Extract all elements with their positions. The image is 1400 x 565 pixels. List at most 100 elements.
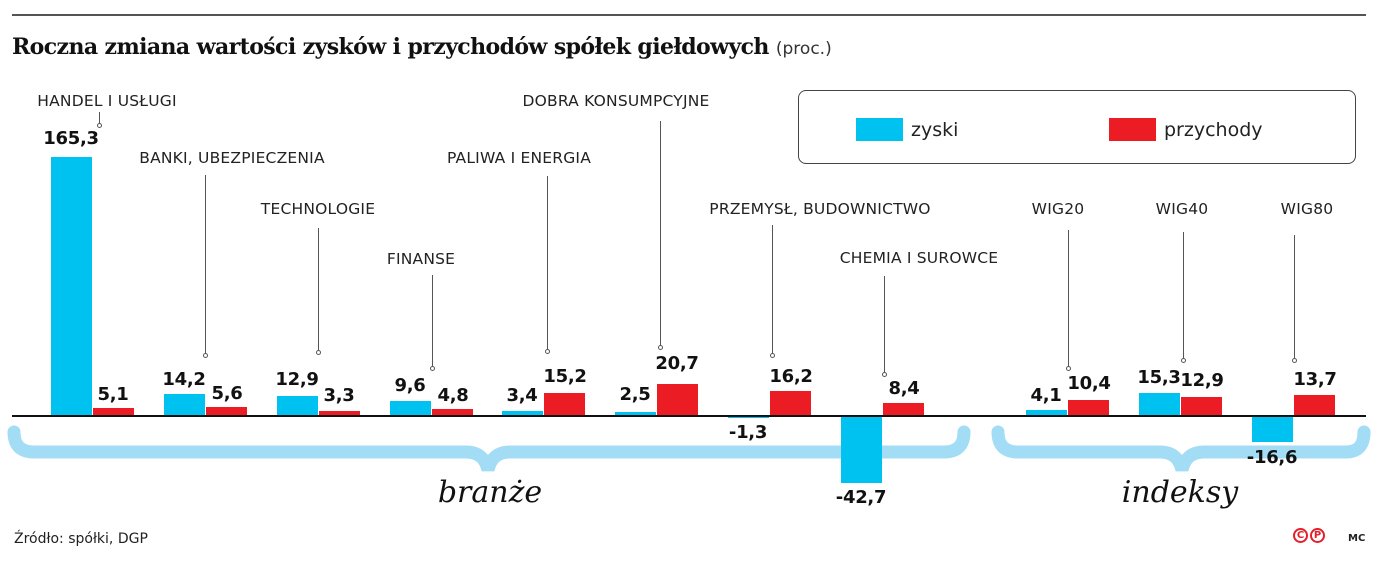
- value-chemia-zyski: -42,7: [835, 487, 887, 508]
- brace-indeksy: [991, 425, 1371, 472]
- category-label-chemia: CHEMIA I SUROWCE: [839, 249, 999, 267]
- bar-wig20-zyski: [1026, 410, 1067, 416]
- legend-swatch-przychody: [1109, 118, 1156, 141]
- leader-dot-handel: [97, 123, 102, 128]
- copyright-badges: C P: [1293, 528, 1325, 543]
- value-wig80-przychody: 13,7: [1293, 369, 1337, 390]
- bar-finanse-zyski: [390, 401, 431, 416]
- leader-dot-wig40: [1181, 358, 1186, 363]
- leader-line-chemia: [884, 276, 885, 372]
- leader-line-wig20: [1068, 230, 1069, 366]
- leader-line-tech: [318, 228, 319, 350]
- value-handel-zyski: 165,3: [43, 128, 99, 149]
- top-rule: [12, 14, 1366, 16]
- bar-paliwa-przychody: [544, 393, 585, 416]
- legend: zyski przychody: [798, 90, 1356, 164]
- category-label-paliwa: PALIWA I ENERGIA: [446, 149, 592, 167]
- leader-dot-banki: [203, 353, 208, 358]
- bar-przemysl-przychody: [770, 391, 811, 416]
- legend-label-przychody: przychody: [1164, 118, 1263, 141]
- value-wig40-przychody: 12,9: [1180, 370, 1224, 391]
- copyright-c-icon: C: [1293, 528, 1308, 543]
- bar-wig20-przychody: [1068, 400, 1109, 416]
- bar-handel-przychody: [93, 408, 134, 416]
- bar-przemysl-zyski: [728, 416, 769, 418]
- leader-dot-wig80: [1292, 358, 1297, 363]
- zero-axis-line: [12, 415, 1366, 417]
- bar-banki-przychody: [206, 407, 247, 416]
- category-label-wig80: WIG80: [1280, 200, 1334, 218]
- leader-line-wig80: [1294, 235, 1295, 358]
- bar-handel-zyski: [51, 157, 92, 416]
- copyright-p-icon: P: [1310, 528, 1325, 543]
- bar-dobra-przychody: [657, 384, 698, 416]
- bar-wig40-zyski: [1139, 393, 1180, 416]
- value-finanse-przychody: 4,8: [437, 385, 469, 406]
- value-wig80-zyski: -16,6: [1246, 447, 1298, 468]
- title-unit: (proc.): [775, 39, 832, 59]
- category-label-przemysl: PRZEMYSŁ, BUDOWNICTWO: [709, 200, 931, 218]
- value-paliwa-przychody: 15,2: [543, 366, 587, 387]
- title-text: Roczna zmiana wartości zysków i przychod…: [12, 34, 769, 60]
- author-initials: MC: [1348, 533, 1366, 544]
- bar-chemia-zyski: [841, 416, 882, 483]
- bar-paliwa-zyski: [502, 411, 543, 416]
- leader-dot-finanse: [430, 366, 435, 371]
- leader-dot-przemysl: [770, 353, 775, 358]
- bar-wig40-przychody: [1181, 397, 1222, 416]
- legend-label-zyski: zyski: [911, 118, 959, 141]
- leader-line-banki: [205, 175, 206, 353]
- value-przemysl-zyski: -1,3: [728, 422, 768, 443]
- category-label-finanse: FINANSE: [386, 250, 456, 268]
- bar-tech-zyski: [277, 396, 318, 416]
- bar-tech-przychody: [319, 411, 360, 416]
- legend-item-zyski: zyski: [856, 118, 958, 141]
- value-handel-przychody: 5,1: [97, 384, 129, 405]
- leader-line-dobra: [660, 121, 661, 345]
- brace-branze: [7, 425, 971, 472]
- value-dobra-przychody: 20,7: [655, 353, 699, 374]
- group-label-indeksy: indeksy: [1121, 475, 1239, 510]
- value-wig20-przychody: 10,4: [1067, 373, 1111, 394]
- value-przemysl-przychody: 16,2: [769, 366, 813, 387]
- category-label-wig20: WIG20: [1031, 200, 1085, 218]
- leader-dot-wig20: [1066, 366, 1071, 371]
- category-label-handel: HANDEL I USŁUGI: [37, 92, 177, 110]
- leader-line-finanse: [432, 275, 433, 366]
- bar-banki-zyski: [164, 394, 205, 416]
- legend-swatch-zyski: [856, 118, 903, 141]
- category-label-banki: BANKI, UBEZPIECZENIA: [139, 149, 325, 167]
- value-tech-przychody: 3,3: [323, 385, 355, 406]
- value-banki-zyski: 14,2: [162, 369, 206, 390]
- leader-line-handel: [99, 112, 100, 124]
- category-label-dobra: DOBRA KONSUMPCYJNE: [522, 92, 710, 110]
- category-label-wig40: WIG40: [1155, 200, 1209, 218]
- value-banki-przychody: 5,6: [211, 383, 243, 404]
- bar-wig80-przychody: [1294, 395, 1335, 416]
- source-note: Źródło: spółki, DGP: [14, 531, 148, 547]
- leader-line-przemysl: [772, 225, 773, 353]
- value-tech-zyski: 12,9: [275, 369, 319, 390]
- value-paliwa-zyski: 3,4: [506, 385, 538, 406]
- bar-finanse-przychody: [432, 409, 473, 416]
- bar-dobra-zyski: [615, 412, 656, 416]
- leader-line-wig40: [1183, 232, 1184, 358]
- leader-dot-tech: [316, 350, 321, 355]
- legend-item-przychody: przychody: [1109, 118, 1263, 141]
- leader-dot-paliwa: [545, 349, 550, 354]
- leader-line-paliwa: [547, 176, 548, 350]
- bar-chemia-przychody: [883, 403, 924, 416]
- leader-dot-chemia: [882, 372, 887, 377]
- group-label-branze: branże: [437, 475, 543, 510]
- value-finanse-zyski: 9,6: [394, 375, 426, 396]
- chart-title: Roczna zmiana wartości zysków i przychod…: [12, 34, 832, 60]
- value-chemia-przychody: 8,4: [888, 378, 920, 399]
- value-dobra-zyski: 2,5: [619, 384, 651, 405]
- category-label-tech: TECHNOLOGIE: [260, 200, 376, 218]
- leader-dot-dobra: [658, 345, 663, 350]
- value-wig20-zyski: 4,1: [1030, 385, 1062, 406]
- value-wig40-zyski: 15,3: [1137, 367, 1181, 388]
- bar-wig80-zyski: [1252, 416, 1293, 442]
